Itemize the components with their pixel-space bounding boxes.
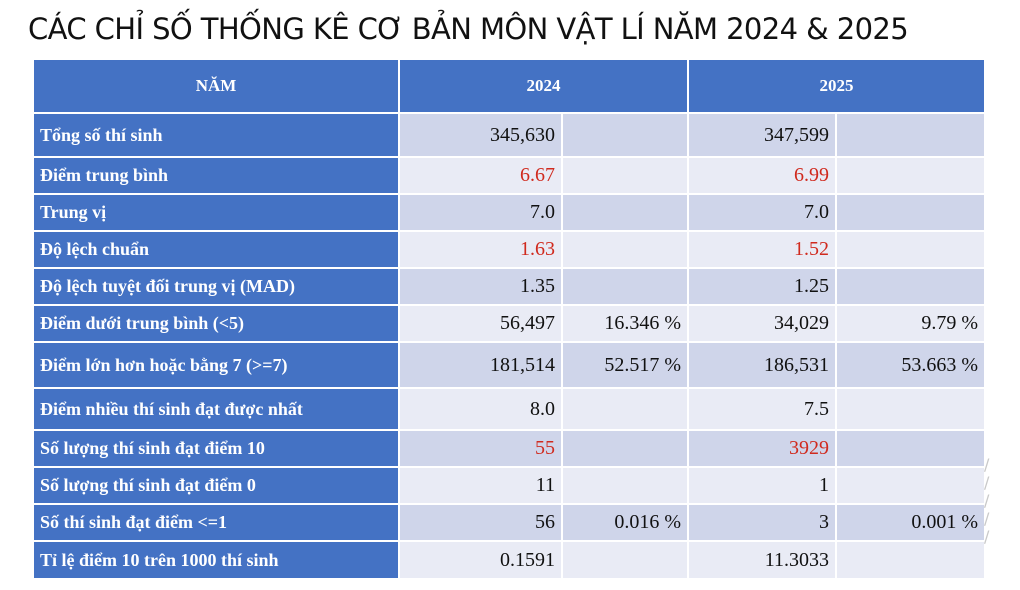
table-row: Số thí sinh đạt điểm <=1 56 0.016 % 3 0.… xyxy=(32,503,986,542)
header-2025: 2025 xyxy=(687,58,986,114)
value-2025: 1.52 xyxy=(687,230,837,269)
percent-2024 xyxy=(561,193,689,232)
row-label: Điểm trung bình xyxy=(32,156,400,195)
percent-2025: 53.663 % xyxy=(835,341,986,389)
value-2025: 1.25 xyxy=(687,267,837,306)
value-2024: 0.1591 xyxy=(398,540,563,580)
value-2024: 56,497 xyxy=(398,304,563,343)
percent-2025 xyxy=(835,230,986,269)
percent-2025: 0.001 % xyxy=(835,503,986,542)
table-row: Tỉ lệ điểm 10 trên 1000 thí sinh 0.1591 … xyxy=(32,540,986,580)
row-label: Điểm nhiều thí sinh đạt được nhất xyxy=(32,387,400,431)
percent-2025: 9.79 % xyxy=(835,304,986,343)
percent-2024 xyxy=(561,230,689,269)
table-row: Điểm dưới trung bình (<5) 56,497 16.346 … xyxy=(32,304,986,343)
value-2024: 8.0 xyxy=(398,387,563,431)
percent-2024 xyxy=(561,429,689,468)
value-2024: 1.63 xyxy=(398,230,563,269)
percent-2024 xyxy=(561,387,689,431)
row-label: Trung vị xyxy=(32,193,400,232)
table-row: Điểm trung bình 6.67 6.99 xyxy=(32,156,986,195)
value-2024: 181,514 xyxy=(398,341,563,389)
table-row: Độ lệch tuyệt đối trung vị (MAD) 1.35 1.… xyxy=(32,267,986,306)
table-row: Số lượng thí sinh đạt điểm 10 55 3929 xyxy=(32,429,986,468)
value-2024: 11 xyxy=(398,466,563,505)
percent-2025 xyxy=(835,156,986,195)
percent-2025 xyxy=(835,466,986,505)
value-2024: 56 xyxy=(398,503,563,542)
value-2025: 3 xyxy=(687,503,837,542)
row-label: Số thí sinh đạt điểm <=1 xyxy=(32,503,400,542)
percent-2024 xyxy=(561,112,689,158)
row-label: Tổng số thí sinh xyxy=(32,112,400,158)
row-label: Điểm lớn hơn hoặc bằng 7 (>=7) xyxy=(32,341,400,389)
header-year: NĂM xyxy=(32,58,400,114)
value-2024: 345,630 xyxy=(398,112,563,158)
table-row: Số lượng thí sinh đạt điểm 0 11 1 xyxy=(32,466,986,505)
value-2025: 1 xyxy=(687,466,837,505)
value-2024: 1.35 xyxy=(398,267,563,306)
percent-2025 xyxy=(835,193,986,232)
value-2025: 7.0 xyxy=(687,193,837,232)
percent-2025 xyxy=(835,540,986,580)
percent-2024: 0.016 % xyxy=(561,503,689,542)
percent-2025 xyxy=(835,429,986,468)
percent-2025 xyxy=(835,387,986,431)
table-row: Điểm nhiều thí sinh đạt được nhất 8.0 7.… xyxy=(32,387,986,431)
value-2025: 6.99 xyxy=(687,156,837,195)
value-2024: 7.0 xyxy=(398,193,563,232)
decorative-slashes: / / / / / xyxy=(984,455,990,546)
value-2025: 11.3033 xyxy=(687,540,837,580)
value-2025: 7.5 xyxy=(687,387,837,431)
percent-2024 xyxy=(561,267,689,306)
table-row: Độ lệch chuẩn 1.63 1.52 xyxy=(32,230,986,269)
row-label: Độ lệch chuẩn xyxy=(32,230,400,269)
value-2024: 6.67 xyxy=(398,156,563,195)
table-row: Tổng số thí sinh 345,630 347,599 xyxy=(32,112,986,158)
table-row: Trung vị 7.0 7.0 xyxy=(32,193,986,232)
percent-2024 xyxy=(561,540,689,580)
value-2024: 55 xyxy=(398,429,563,468)
percent-2025 xyxy=(835,112,986,158)
percent-2025 xyxy=(835,267,986,306)
row-label: Độ lệch tuyệt đối trung vị (MAD) xyxy=(32,267,400,306)
row-label: Số lượng thí sinh đạt điểm 10 xyxy=(32,429,400,468)
percent-2024: 16.346 % xyxy=(561,304,689,343)
row-label: Điểm dưới trung bình (<5) xyxy=(32,304,400,343)
value-2025: 186,531 xyxy=(687,341,837,389)
statistics-table: NĂM 2024 2025 Tổng số thí sinh 345,630 3… xyxy=(32,58,986,580)
value-2025: 3929 xyxy=(687,429,837,468)
percent-2024 xyxy=(561,156,689,195)
value-2025: 34,029 xyxy=(687,304,837,343)
table-row: Điểm lớn hơn hoặc bằng 7 (>=7) 181,514 5… xyxy=(32,341,986,389)
table-header-row: NĂM 2024 2025 xyxy=(32,58,986,114)
percent-2024: 52.517 % xyxy=(561,341,689,389)
value-2025: 347,599 xyxy=(687,112,837,158)
row-label: Số lượng thí sinh đạt điểm 0 xyxy=(32,466,400,505)
page-title: CÁC CHỈ SỐ THỐNG KÊ CƠ BẢN MÔN VẬT LÍ NĂ… xyxy=(28,12,909,46)
percent-2024 xyxy=(561,466,689,505)
header-2024: 2024 xyxy=(398,58,689,114)
row-label: Tỉ lệ điểm 10 trên 1000 thí sinh xyxy=(32,540,400,580)
